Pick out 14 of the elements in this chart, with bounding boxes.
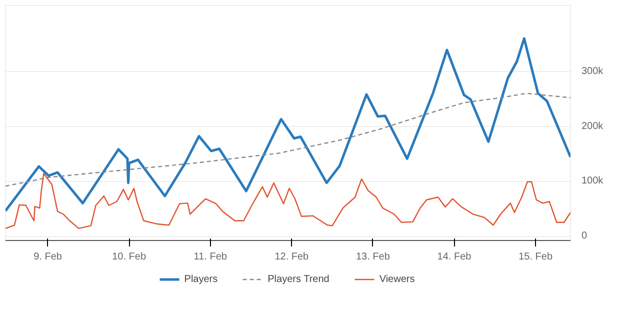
legend-label: Players Trend bbox=[268, 274, 330, 284]
y-tick-label: 300k bbox=[582, 66, 604, 77]
x-tick-label: 14. Feb bbox=[437, 252, 472, 262]
y-tick-label: 0 bbox=[582, 230, 588, 242]
x-tick-label: 13. Feb bbox=[356, 252, 390, 262]
legend-label: Viewers bbox=[379, 274, 415, 284]
x-tick-label: 11. Feb bbox=[194, 252, 228, 262]
x-tick-label: 15. Feb bbox=[518, 252, 553, 262]
x-tick-label: 10. Feb bbox=[112, 252, 146, 262]
y-tick-label: 200k bbox=[582, 120, 604, 132]
legend-label: Players bbox=[184, 274, 218, 284]
x-tick-label: 12. Feb bbox=[274, 252, 310, 262]
x-tick-label: 9. Feb bbox=[34, 252, 62, 262]
y-tick-label: 100k bbox=[582, 176, 604, 187]
